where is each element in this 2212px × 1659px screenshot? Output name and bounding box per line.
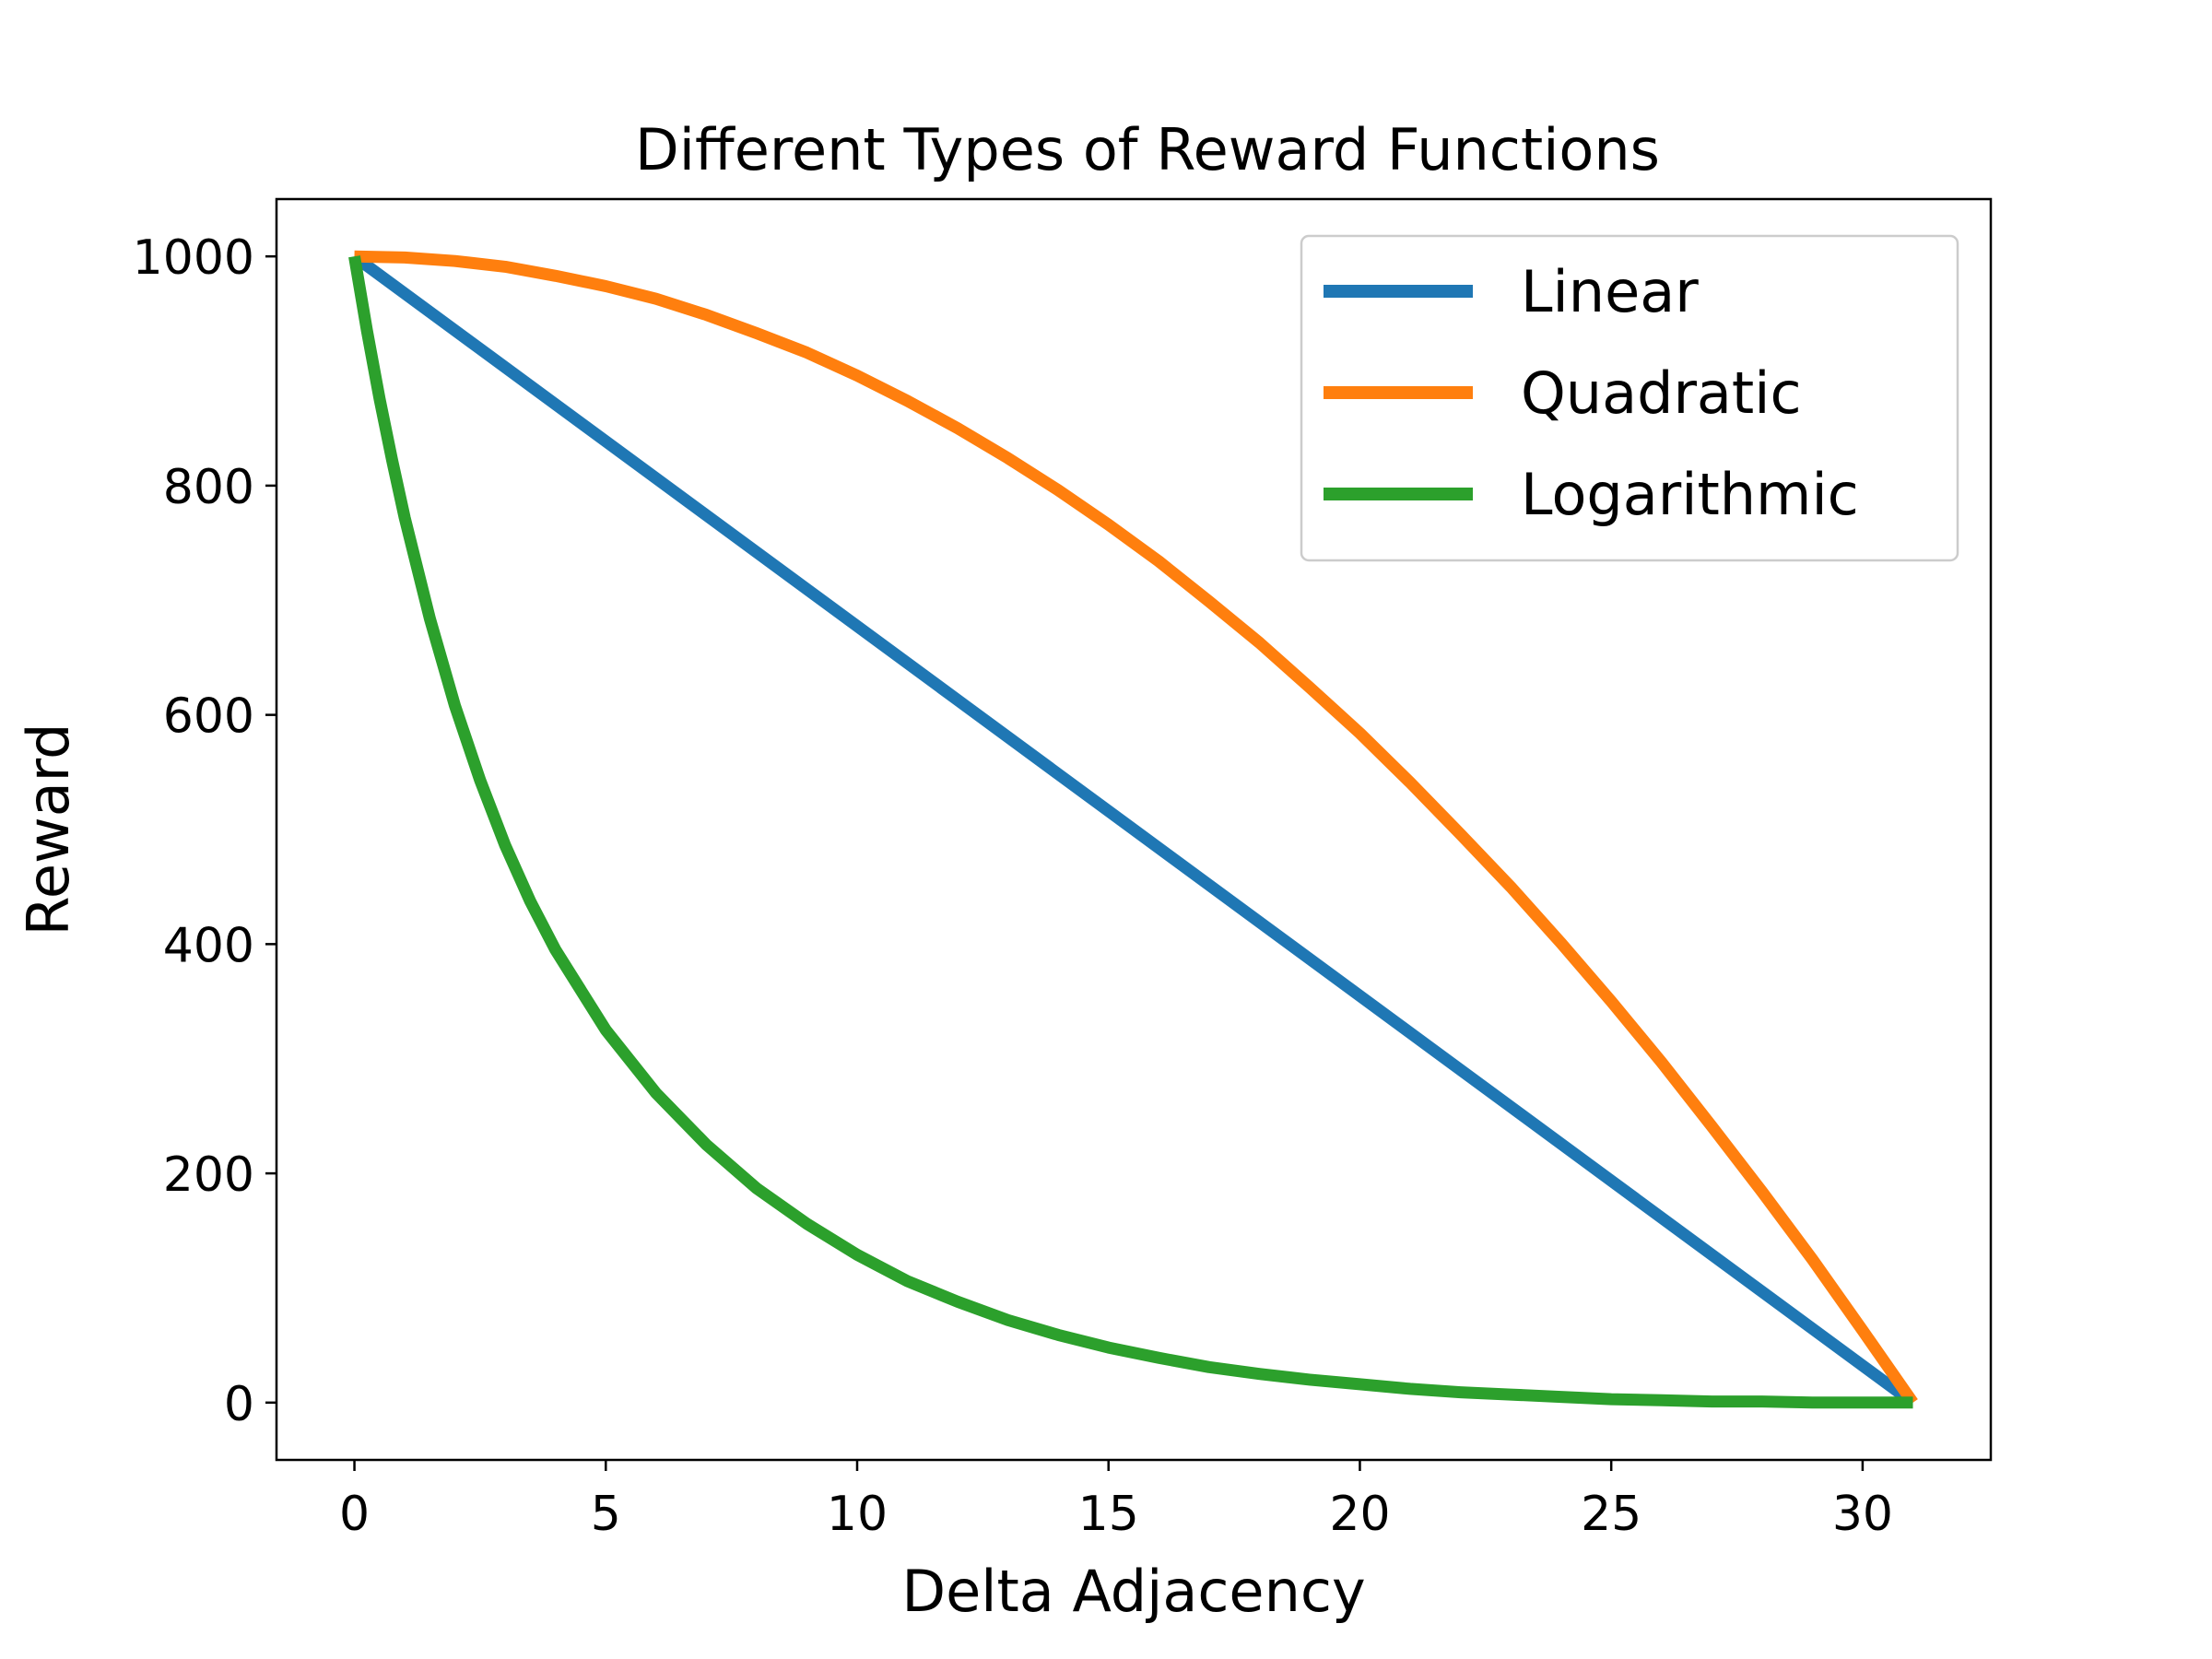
legend-label-quadratic: Quadratic bbox=[1521, 359, 1802, 427]
legend-label-logarithmic: Logarithmic bbox=[1521, 461, 1859, 528]
legend: Linear Quadratic Logarithmic bbox=[1300, 234, 1959, 562]
x-tick-label: 0 bbox=[339, 1487, 370, 1542]
series-group bbox=[348, 250, 1918, 1409]
x-tick-label: 5 bbox=[591, 1487, 621, 1542]
x-axis-ticks: 0 5 10 15 20 25 30 bbox=[339, 1460, 1893, 1542]
y-tick-label: 400 bbox=[163, 918, 254, 973]
legend-label-linear: Linear bbox=[1521, 258, 1699, 325]
y-tick-label: 1000 bbox=[133, 230, 254, 286]
y-tick-label: 0 bbox=[224, 1377, 254, 1432]
x-tick-label: 25 bbox=[1581, 1487, 1641, 1542]
plot-area: 0 5 10 15 20 25 30 0 200 400 600 800 1000 bbox=[133, 197, 1993, 1542]
x-tick-label: 30 bbox=[1832, 1487, 1893, 1542]
axes-frame bbox=[275, 197, 1993, 1462]
x-tick-label: 15 bbox=[1078, 1487, 1139, 1542]
y-tick-label: 600 bbox=[163, 689, 254, 745]
y-tick-label: 200 bbox=[163, 1147, 254, 1203]
legend-box bbox=[1300, 234, 1959, 562]
chart-title: Different Types of Reward Functions bbox=[635, 116, 1660, 183]
y-axis-ticks: 0 200 400 600 800 1000 bbox=[133, 230, 276, 1432]
series-line-quadratic bbox=[354, 250, 1918, 1406]
series-line-logarithmic bbox=[348, 255, 1913, 1409]
x-tick-label: 20 bbox=[1329, 1487, 1390, 1542]
y-tick-label: 800 bbox=[163, 460, 254, 515]
x-axis-label: Delta Adjacency bbox=[901, 1558, 1365, 1625]
y-axis-label: Reward bbox=[15, 724, 82, 936]
series-line-linear bbox=[350, 251, 1917, 1408]
x-tick-label: 10 bbox=[827, 1487, 888, 1542]
